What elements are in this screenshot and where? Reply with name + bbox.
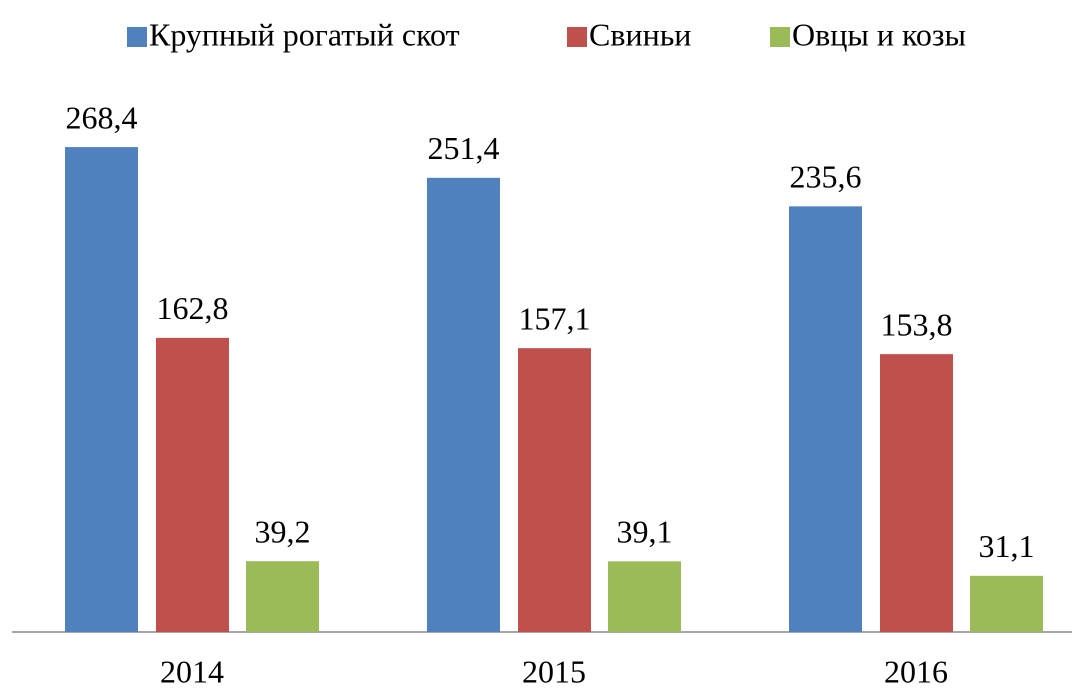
x-tick-label: 2015 <box>522 653 586 689</box>
data-label: 157,1 <box>519 301 591 337</box>
data-label: 39,2 <box>255 514 311 550</box>
bar <box>880 354 953 632</box>
bar <box>970 575 1043 632</box>
x-tick-label: 2014 <box>160 653 224 689</box>
bar <box>608 561 681 632</box>
legend-label: Овцы и козы <box>792 16 966 52</box>
data-label: 31,1 <box>979 528 1035 564</box>
data-label: 251,4 <box>428 130 500 166</box>
bar <box>246 561 319 632</box>
legend-label: Свиньи <box>589 16 691 52</box>
bar <box>156 337 229 632</box>
legend-label: Крупный рогатый скот <box>149 16 460 52</box>
data-label: 235,6 <box>790 159 862 195</box>
bar <box>518 348 591 632</box>
bar <box>789 206 862 632</box>
legend-swatch <box>567 27 587 47</box>
data-label: 39,1 <box>617 514 673 550</box>
bar <box>427 177 500 632</box>
bar <box>65 147 138 632</box>
data-label: 268,4 <box>66 99 138 135</box>
data-label: 162,8 <box>157 290 229 326</box>
data-label: 153,8 <box>881 306 953 342</box>
x-tick-label: 2016 <box>884 653 948 689</box>
legend-swatch <box>127 27 147 47</box>
legend-swatch <box>770 27 790 47</box>
